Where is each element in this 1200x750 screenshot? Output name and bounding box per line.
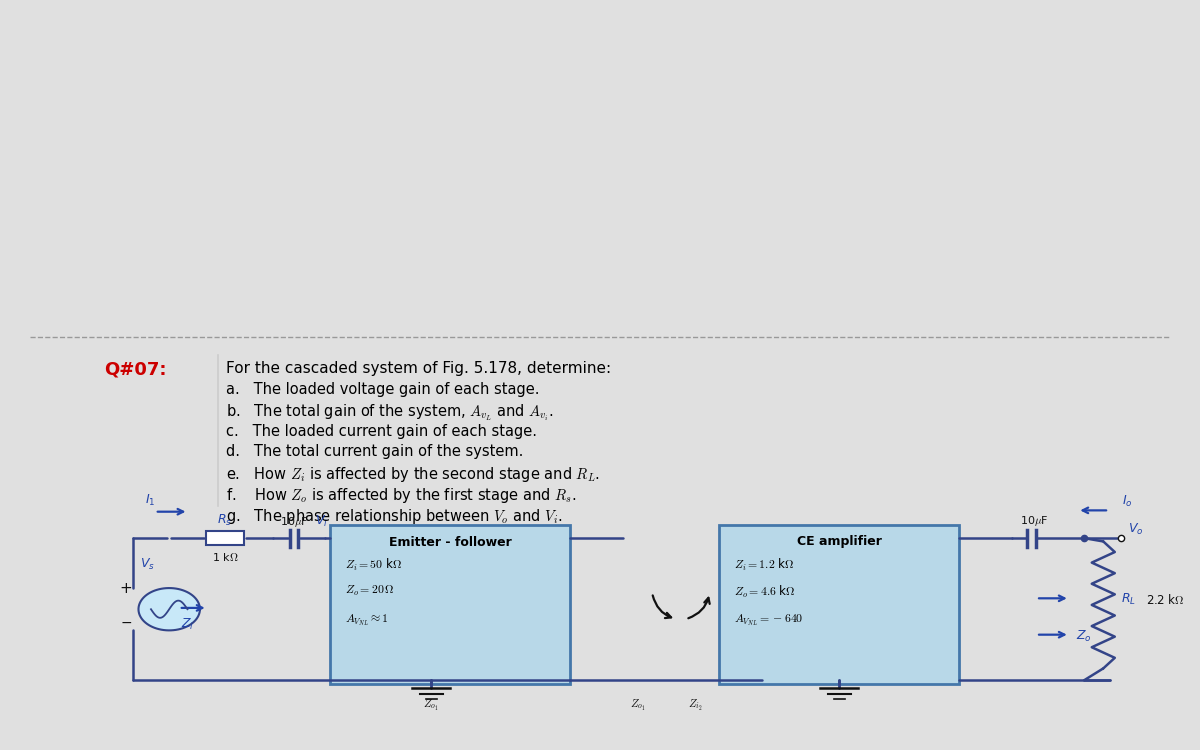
Text: +: + (120, 580, 132, 596)
Text: $Z_{o_1}$: $Z_{o_1}$ (424, 698, 439, 713)
Text: 10$\mu$F: 10$\mu$F (1020, 514, 1049, 527)
Text: e.   How $Z_i$ is affected by the second stage and $R_L$.: e. How $Z_i$ is affected by the second s… (226, 466, 600, 484)
Text: $V_i$: $V_i$ (316, 514, 328, 529)
Text: $Z_{i_2}$: $Z_{i_2}$ (688, 698, 702, 713)
Text: $Z_{o_1}$: $Z_{o_1}$ (630, 698, 646, 713)
Text: $R_L$: $R_L$ (1121, 592, 1135, 608)
Text: $Z_i$: $Z_i$ (181, 616, 194, 632)
FancyBboxPatch shape (719, 525, 959, 683)
Text: 2.2 k$\Omega$: 2.2 k$\Omega$ (1146, 592, 1184, 607)
Text: $I_1$: $I_1$ (145, 493, 156, 508)
Text: $Z_i = 1.2$ k$\Omega$: $Z_i = 1.2$ k$\Omega$ (733, 556, 794, 573)
Text: For the cascaded system of Fig. 5.178, determine:: For the cascaded system of Fig. 5.178, d… (226, 361, 611, 376)
Text: d.   The total current gain of the system.: d. The total current gain of the system. (226, 445, 523, 460)
Text: CE amplifier: CE amplifier (797, 536, 882, 548)
Text: $-$: $-$ (120, 615, 132, 628)
Text: 10$\mu$F: 10$\mu$F (280, 515, 308, 529)
Text: $I_o$: $I_o$ (1122, 494, 1133, 509)
Text: a.   The loaded voltage gain of each stage.: a. The loaded voltage gain of each stage… (226, 382, 540, 397)
FancyBboxPatch shape (330, 525, 570, 683)
Text: $R_s$: $R_s$ (217, 512, 233, 528)
Text: b.   The total gain of the system, $A_{v_L}$ and $A_{v_i}$.: b. The total gain of the system, $A_{v_L… (226, 403, 554, 423)
Text: $V_o$: $V_o$ (1128, 522, 1144, 537)
Text: $Z_o= 20\,\Omega$: $Z_o= 20\,\Omega$ (344, 584, 395, 598)
Bar (205, 531, 244, 545)
Text: Emitter - follower: Emitter - follower (389, 536, 512, 548)
Text: 1 k$\Omega$: 1 k$\Omega$ (211, 551, 238, 563)
Text: f.    How $Z_o$ is affected by the first stage and $R_s$.: f. How $Z_o$ is affected by the first st… (226, 486, 576, 506)
Text: $Z_o= 4.6$ k$\Omega$: $Z_o= 4.6$ k$\Omega$ (733, 584, 796, 601)
Text: Q#07:: Q#07: (104, 361, 167, 379)
Text: $V_s$: $V_s$ (140, 557, 155, 572)
Text: g.   The phase relationship between $V_o$ and $V_i$.: g. The phase relationship between $V_o$ … (226, 507, 563, 526)
Text: $Z_i = 50$ k$\Omega$: $Z_i = 50$ k$\Omega$ (344, 556, 402, 573)
Polygon shape (138, 588, 200, 631)
Text: $Z_o$: $Z_o$ (1076, 628, 1092, 644)
Text: $A_{V_{NL}} \approx 1$: $A_{V_{NL}} \approx 1$ (344, 612, 389, 628)
Text: $A_{V_{NL}} = -640$: $A_{V_{NL}} = -640$ (733, 612, 803, 628)
Text: c.   The loaded current gain of each stage.: c. The loaded current gain of each stage… (226, 424, 538, 439)
